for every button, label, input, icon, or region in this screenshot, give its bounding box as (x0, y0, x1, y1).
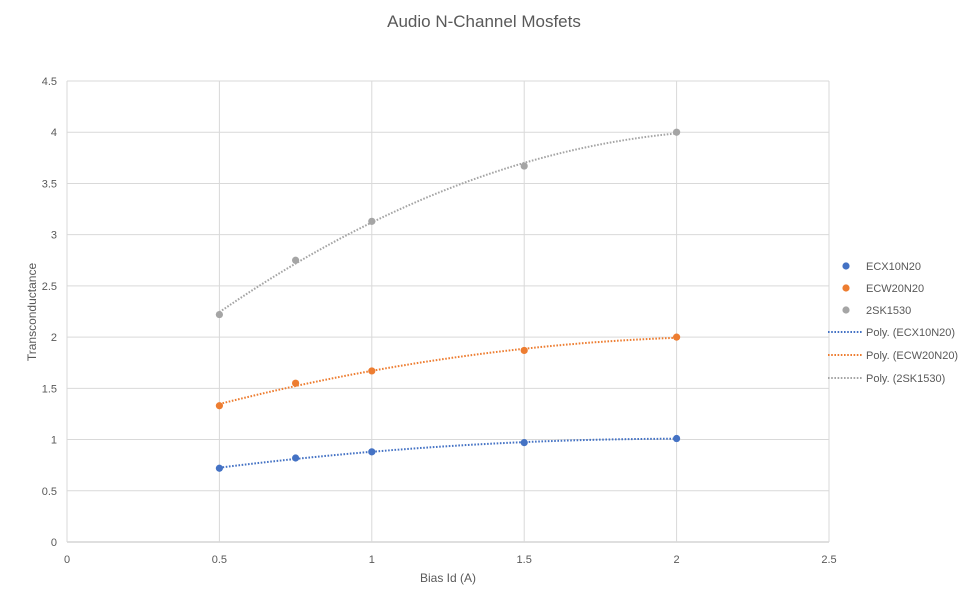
data-point-ecx10n20 (292, 454, 300, 462)
data-point-2sk1530 (520, 162, 528, 170)
data-point-ecx10n20 (215, 464, 223, 472)
data-point-ecw20n20 (368, 367, 376, 375)
x-tick-label: 2 (674, 554, 680, 566)
data-point-2sk1530 (673, 128, 681, 136)
legend-marker (842, 284, 850, 292)
data-point-2sk1530 (215, 310, 223, 319)
x-tick-label: 1.5 (517, 554, 532, 566)
gridlines (66, 80, 830, 543)
trendline-2sk1530 (218, 132, 677, 313)
y-tick-label: 1 (51, 435, 57, 447)
data-point-2sk1530 (292, 256, 300, 264)
data-points (215, 128, 681, 472)
x-tick-label: 2.5 (821, 554, 836, 566)
x-tick-label: 0.5 (212, 554, 227, 566)
data-point-ecw20n20 (215, 402, 223, 410)
legend-label: ECX10N20 (866, 261, 921, 273)
y-axis-title: Transconductance (25, 263, 39, 362)
legend: ECX10N20 ECW20N20 2SK1530 Poly. (ECX10N20) P… (828, 261, 958, 385)
legend-label: Poly. (2SK1530) (866, 373, 945, 385)
x-tick-label: 0 (64, 554, 70, 566)
data-point-2sk1530 (368, 217, 376, 225)
data-point-ecx10n20 (673, 434, 681, 443)
y-tick-label: 3.5 (42, 178, 57, 190)
y-axis-tick-labels: 0 0.5 1 1.5 2 2.5 3 3.5 4 4.5 (42, 76, 57, 549)
y-tick-label: 0 (51, 537, 57, 549)
x-tick-label: 1 (369, 554, 375, 566)
y-tick-label: 2.5 (42, 281, 57, 293)
y-tick-label: 4 (51, 127, 57, 139)
legend-marker (842, 262, 850, 270)
x-axis-tick-labels: 0 0.5 1 1.5 2 2.5 (64, 554, 837, 566)
y-tick-label: 0.5 (42, 486, 57, 498)
legend-label: Poly. (ECX10N20) (866, 327, 955, 339)
trendline-ecw20n20 (219, 336, 677, 405)
data-point-ecx10n20 (520, 439, 528, 447)
legend-label: Poly. (ECW20N20) (866, 350, 958, 362)
data-point-ecx10n20 (368, 448, 376, 456)
legend-label: ECW20N20 (866, 283, 924, 295)
chart-title: Audio N-Channel Mosfets (387, 12, 581, 31)
data-point-ecw20n20 (292, 379, 300, 387)
data-point-ecw20n20 (673, 333, 681, 341)
legend-label: 2SK1530 (866, 305, 911, 317)
y-tick-label: 2 (51, 332, 57, 344)
data-point-ecw20n20 (520, 346, 528, 355)
y-tick-label: 1.5 (42, 383, 57, 395)
legend-marker (842, 306, 850, 314)
x-axis-title: Bias Id (A) (420, 571, 476, 585)
y-tick-label: 3 (51, 230, 57, 242)
y-tick-label: 4.5 (42, 76, 57, 88)
trendline-ecx10n20 (219, 437, 677, 469)
